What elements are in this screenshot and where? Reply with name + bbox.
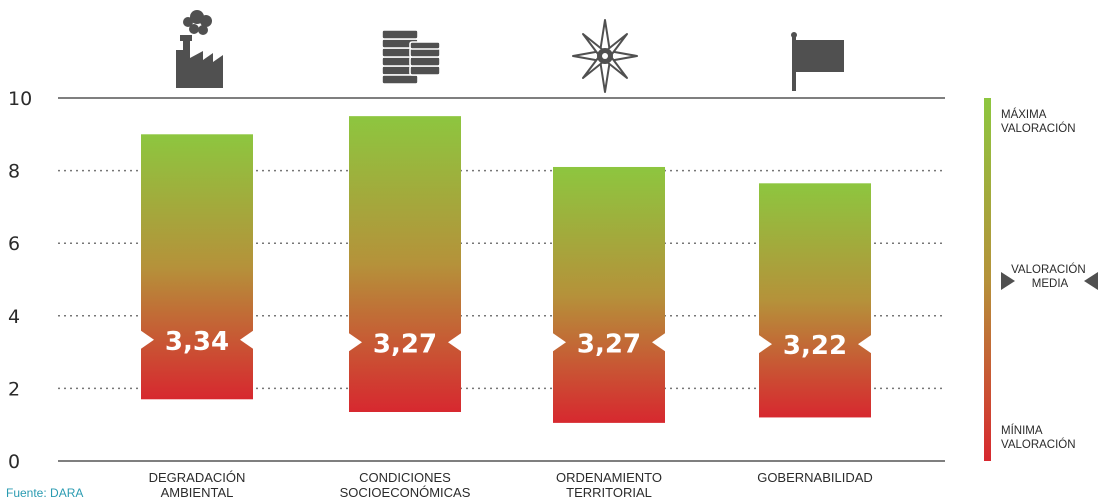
- bar: [553, 166, 665, 423]
- y-tick-label: 10: [8, 88, 32, 110]
- flag-icon: [791, 32, 844, 91]
- y-tick-label: 8: [8, 161, 20, 183]
- value-marker-left: [553, 333, 566, 352]
- value-marker-right: [652, 333, 665, 352]
- legend-max-label: MÁXIMA VALORACIÓN: [1001, 108, 1076, 135]
- legend-mid-arrow-left: [1001, 272, 1015, 290]
- value-label: 3,27: [373, 329, 437, 359]
- value-marker-right: [448, 333, 461, 352]
- y-tick-label: 4: [8, 306, 20, 328]
- bar: [759, 183, 871, 418]
- value-marker-left: [349, 333, 362, 352]
- coins-icon: [381, 29, 441, 85]
- legend-min-line-2: VALORACIÓN: [1001, 438, 1076, 451]
- legend-max-line-1: MÁXIMA: [1001, 108, 1047, 121]
- y-tick-label: 0: [8, 451, 20, 473]
- value-label: 3,22: [783, 331, 847, 361]
- y-axis-ticks: 0 2 4 6 8 10: [8, 88, 32, 473]
- category-labels: DEGRADACIÓN AMBIENTAL CONDICIONES SOCIOECON…: [149, 470, 873, 500]
- compass-rose-icon: [572, 19, 638, 93]
- value-marker-right: [240, 330, 253, 349]
- category-label: DEGRADACIÓN AMBIENTAL: [149, 470, 246, 500]
- legend-gradient-bar: [984, 98, 991, 461]
- value-marker-left: [141, 330, 154, 349]
- legend-mid-line-1: VALORACIÓN: [1011, 263, 1086, 276]
- source-note: Fuente: DARA: [6, 486, 84, 500]
- bars: 3,34 3,27 3,27 3,22: [141, 116, 871, 423]
- legend-mid-arrow-right: [1084, 272, 1098, 290]
- factory-icon: [176, 10, 223, 88]
- category-label: ORDENAMIENTO TERRITORIAL: [556, 470, 662, 500]
- y-tick-label: 6: [8, 233, 20, 255]
- value-label: 3,27: [577, 329, 641, 359]
- y-tick-label: 2: [8, 378, 20, 400]
- category-label: CONDICIONES SOCIOECONÓMICAS: [340, 470, 471, 500]
- legend-mid-label: VALORACIÓN MEDIA: [1011, 263, 1089, 290]
- legend-max-line-2: VALORACIÓN: [1001, 122, 1076, 135]
- value-marker-right: [858, 335, 871, 354]
- category-label: GOBERNABILIDAD: [757, 470, 873, 485]
- bar: [349, 116, 461, 412]
- value-label: 3,34: [165, 327, 229, 357]
- legend-min-label: MÍNIMA VALORACIÓN: [1001, 424, 1076, 451]
- bar: [141, 134, 253, 400]
- legend-mid-line-2: MEDIA: [1032, 278, 1069, 290]
- value-marker-left: [759, 335, 772, 354]
- legend-min-line-1: MÍNIMA: [1001, 424, 1043, 437]
